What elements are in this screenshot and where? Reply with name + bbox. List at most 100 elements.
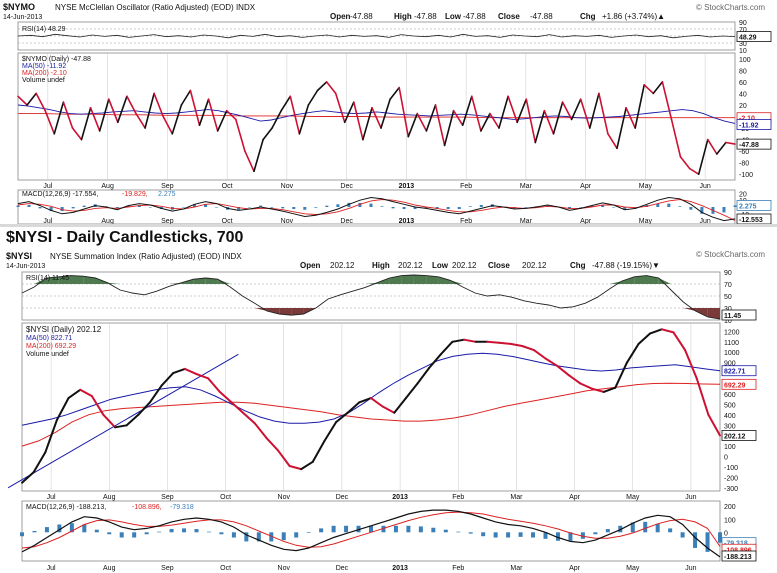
nymo-macd-hist-last: 2.275 <box>739 203 757 210</box>
nysi-rsi-overbought-fill <box>193 278 206 284</box>
nysi-macd-xlabel: Sep <box>161 565 174 572</box>
nysi-price-segment <box>230 401 244 414</box>
nysi-macd-hist-bar <box>643 521 648 533</box>
nymo-macd-hist-bar <box>656 203 660 207</box>
nymo-price-segment <box>607 133 618 150</box>
nysi-xlabel: Dec <box>336 494 349 501</box>
nysi-rsi-oversold-fill <box>266 308 280 314</box>
nysi-price-segment <box>79 388 93 397</box>
nymo-macd-xlabel: Feb <box>460 218 472 225</box>
nymo-macd-xlabel: 2013 <box>399 218 415 225</box>
nysi-ohlc-item: Close <box>488 261 510 270</box>
nysi-price-segment <box>183 367 198 376</box>
nysi-macd-hist-bar <box>132 532 137 538</box>
nymo-macd-xlabel: Mar <box>520 218 533 225</box>
nysi-macd-hist-bar <box>605 529 610 533</box>
nysi-xlabel: Feb <box>452 494 464 501</box>
nysi-macd-hist-bar <box>381 525 386 533</box>
nysi-macd-xlabel: Apr <box>569 565 581 572</box>
nymo-macd-xlabel: Jul <box>43 218 52 225</box>
nysi-macd-xlabel: Jul <box>47 565 56 572</box>
nysi-price-tick: 500 <box>724 402 736 409</box>
nysi-price-last-box <box>721 430 757 441</box>
nysi-price-segment <box>556 364 570 377</box>
nysi-macd-hist-bar <box>518 532 523 537</box>
nymo-macd-hist-bar <box>237 207 241 210</box>
nysi-macd-xlabel: May <box>626 565 640 572</box>
nysi-xlabel: Jun <box>685 494 696 501</box>
nysi-price-segment <box>625 342 640 364</box>
nymo-price-segment <box>679 156 691 170</box>
nymo-price-segment <box>543 109 555 135</box>
nymo-macd-xlabel: May <box>639 218 653 225</box>
nysi-xlabel: Jul <box>47 494 56 501</box>
nymo-macd-hist-bar <box>391 207 395 209</box>
nysi-macd-xlabel: Jun <box>685 565 696 572</box>
nymo-price-segment <box>489 112 500 129</box>
nymo-macd-hist-bar <box>292 207 296 210</box>
nysi-price-segment <box>532 349 547 360</box>
nysi-macd-legend: MACD(12,26,9) -188.213, <box>26 504 106 511</box>
nysi-rsi-oversold-fill <box>695 308 708 317</box>
nymo-macd-hist-bar <box>523 207 527 208</box>
nysi-price-tick: -300 <box>724 486 738 493</box>
nysi-xlabel: Nov <box>278 494 291 501</box>
nymo-macd-line <box>17 196 736 222</box>
nymo-price-segment <box>443 109 455 147</box>
nysi-macd-hist-bar <box>630 522 635 533</box>
nymo-price-segment <box>352 101 364 141</box>
nysi-price-segment <box>149 384 163 404</box>
nymo-price-segment <box>53 101 65 135</box>
nymo-macd-hist-bar <box>49 207 53 212</box>
nymo-macd-xlabel: Jun <box>699 218 710 225</box>
nysi-price-segment <box>137 401 151 416</box>
nymo-price-segment <box>135 112 146 129</box>
nysi-rsi-overbought-fill <box>413 275 427 284</box>
nymo-macd-hist-bar <box>248 207 252 208</box>
nymo-xlabel: Feb <box>460 183 472 190</box>
nymo-macd-xlabel: Dec <box>340 218 353 225</box>
nymo-macd-hist-last-box <box>736 200 772 211</box>
nymo-price-segment <box>334 92 346 124</box>
nymo-price-segment <box>126 95 137 115</box>
nymo-price-segment <box>235 118 246 152</box>
nysi-ohlc-item: 202.12 <box>452 261 477 270</box>
nysi-price-segment <box>695 377 710 416</box>
nymo-macd-hist-bar <box>678 206 682 207</box>
nymo-price-segment <box>525 98 537 144</box>
nysi-macd-tick: 200 <box>724 504 736 511</box>
nysi-rsi-oversold-fill <box>279 308 292 316</box>
nysi-xlabel: Mar <box>510 494 523 501</box>
nysi-macd-hist-bar <box>431 527 436 533</box>
nymo-price-segment <box>425 104 437 132</box>
nysi-price-segment <box>242 411 256 425</box>
nysi-rsi-overbought-fill <box>34 278 47 284</box>
nymo-price-segment <box>507 95 519 124</box>
nymo-volume-legend: Volume undef <box>22 77 65 84</box>
nysi-ohlc-item: High <box>372 261 390 270</box>
nysi-price-tick: 400 <box>724 413 736 420</box>
nysi-macd-hist-bar <box>680 532 685 538</box>
nysi-price-segment <box>498 341 512 345</box>
nymo-price-tick: 40 <box>739 91 747 98</box>
nymo-price-segment <box>17 95 28 106</box>
nysi-macd-tick: 100 <box>724 517 736 524</box>
nysi-price-segment <box>428 353 442 369</box>
nymo-macd-hist-bar <box>126 205 130 207</box>
nymo-price-legend: $NYMO (Daily) -47.88 <box>22 56 91 63</box>
nymo-ma50-last-box <box>736 119 772 130</box>
nysi-rsi-overbought-fill <box>58 275 71 284</box>
nymo-macd-hist-bar <box>479 204 483 207</box>
nysi-rsi-legend: RSI(14) 11.45 <box>26 275 69 282</box>
nymo-macd-hist-bar <box>689 207 693 210</box>
nymo-ma50-legend: MA(50) -11.92 <box>22 63 66 70</box>
nysi-price-segment <box>44 419 58 454</box>
nysi-price-segment <box>265 436 279 452</box>
nymo-macd-hist-bar <box>722 207 726 213</box>
nysi-date: 14-Jun-2013 <box>6 263 45 270</box>
nysi-macd-hist-bar <box>344 525 349 533</box>
nysi-rsi-overbought-fill <box>426 275 439 284</box>
nymo-ohlc-item: Chg <box>580 12 596 21</box>
nymo-price-segment <box>62 101 74 129</box>
nymo-xlabel: 2013 <box>399 183 415 190</box>
